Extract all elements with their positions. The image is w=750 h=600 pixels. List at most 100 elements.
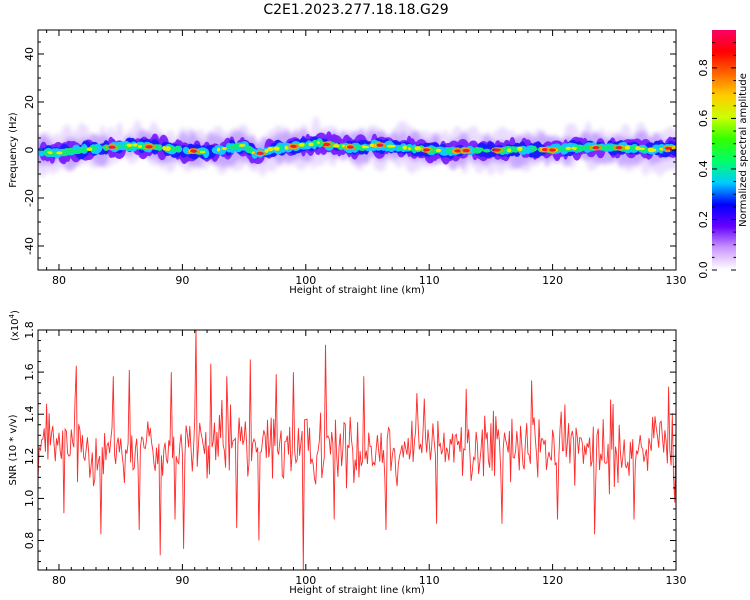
spectrogram-blob xyxy=(611,144,620,151)
spectrogram-peak-halo xyxy=(287,143,300,150)
snr-multiplier-exp: 4 xyxy=(8,313,16,318)
spectrogram-blob xyxy=(558,146,564,151)
spectrogram-blob xyxy=(164,147,171,151)
spectrogram-blob xyxy=(363,145,370,149)
x-tick-label: 130 xyxy=(666,274,687,287)
spectrogram-blob xyxy=(308,142,314,147)
spectrogram-blob xyxy=(483,148,491,153)
spectrogram-blob xyxy=(517,146,523,152)
y-tick-label: 0.8 xyxy=(23,532,36,550)
spectrogram-peak-halo xyxy=(613,144,626,151)
spectrogram-blob xyxy=(239,144,245,147)
y-tick-label: 20 xyxy=(23,95,36,109)
spectrogram-peak xyxy=(145,145,153,149)
spectrogram-blob xyxy=(227,145,236,149)
spectrogram-peak xyxy=(615,146,623,150)
spectrogram-panel: 80 90 100 110 120 130 -40 -20 0 20 40 Height of st… xyxy=(8,29,687,296)
colorbar-ticks: 0.0 0.2 0.4 0.6 0.8 xyxy=(697,42,736,279)
snr-series-line xyxy=(38,330,676,570)
spectrogram-blob xyxy=(126,143,133,147)
spectrogram-blob xyxy=(316,141,320,144)
spectrogram-blob xyxy=(604,146,611,151)
spectrogram-blob xyxy=(38,148,46,157)
spectrogram-blob xyxy=(402,145,408,150)
spectrogram-blob xyxy=(513,147,518,151)
spectrogram-blob xyxy=(216,147,221,152)
x-tick-label: 100 xyxy=(295,574,316,587)
y-tick-label: -20 xyxy=(23,189,36,207)
spectrogram-blob xyxy=(80,147,89,153)
spectrogram-peak xyxy=(592,146,600,150)
spectrogram-blob xyxy=(298,143,305,147)
y-tick-label: 1.0 xyxy=(23,490,36,508)
y-tick-label: 1.2 xyxy=(23,448,36,466)
spectrogram-blob xyxy=(477,147,484,152)
snr-ylabel: SNR (10 * v/v) xyxy=(8,414,19,485)
y-tick-label: 1.8 xyxy=(23,321,36,339)
y-tick-label: 1.4 xyxy=(23,405,36,423)
spectrogram-peak xyxy=(462,149,470,153)
spectrogram-peak-halo xyxy=(187,148,200,155)
spectrogram-blob xyxy=(624,145,631,150)
spectrogram-image xyxy=(38,116,676,177)
colorbar-tick-label: 0.4 xyxy=(697,160,710,178)
spectrogram-peak-halo xyxy=(106,144,118,151)
spectrogram-blob xyxy=(407,147,412,150)
snr-xlabel: Height of straight line (km) xyxy=(289,585,425,596)
spectrogram-blob xyxy=(71,148,81,154)
spectrogram-blob xyxy=(234,142,240,150)
y-tick-label: 1.6 xyxy=(23,363,36,381)
spectrogram-blob xyxy=(435,148,442,153)
spectrogram-peak-halo xyxy=(143,143,156,150)
spectrogram-blob xyxy=(273,146,278,151)
x-tick-label: 120 xyxy=(542,574,563,587)
snr-ticks: 80 90 100 110 120 130 0.8 1.0 1.2 1.4 1.6 1.8 xyxy=(23,321,687,587)
spectrogram-peak xyxy=(376,143,384,147)
spectrogram-peak-halo xyxy=(344,144,357,151)
spectrogram-blob xyxy=(333,144,340,148)
spectrogram-blob xyxy=(137,145,143,148)
spectrogram-blob xyxy=(199,150,206,154)
spectrogram-blob xyxy=(506,148,512,153)
snr-axes-frame xyxy=(37,329,677,571)
spectrogram-blob xyxy=(531,145,537,152)
x-tick-label: 110 xyxy=(419,574,440,587)
spectrogram-blob xyxy=(60,149,70,156)
x-tick-label: 100 xyxy=(295,274,316,287)
colorbar-tick-label: 0.2 xyxy=(697,211,710,229)
spectrogram-peak xyxy=(346,145,354,149)
snr-multiplier-base: (x10 xyxy=(10,318,21,341)
spectrogram-blob xyxy=(565,146,571,151)
y-tick-label: 0 xyxy=(23,147,36,154)
x-tick-label: 130 xyxy=(666,574,687,587)
colorbar-tick-label: 0.8 xyxy=(697,59,710,77)
y-tick-label: 40 xyxy=(23,47,36,61)
x-tick-label: 120 xyxy=(542,274,563,287)
spectrogram-blob xyxy=(56,151,63,155)
spectrogram-peak-halo xyxy=(420,146,433,153)
snr-panel: 80 90 100 110 120 130 0.8 1.0 1.2 1.4 1.6 1.8 Heigh… xyxy=(8,310,687,596)
spectrogram-blob xyxy=(396,146,404,151)
spectrogram-peak xyxy=(323,142,331,147)
spectrogram-peak xyxy=(190,149,197,153)
spectrogram-peak-halo xyxy=(254,150,267,157)
colorbar-gradient xyxy=(712,30,736,270)
spectrogram-peak xyxy=(493,148,501,152)
spectrogram-blob xyxy=(390,145,396,148)
spectrogram-blob xyxy=(629,146,637,150)
spectrogram-peak-halo xyxy=(373,142,386,149)
spectrogram-peak xyxy=(454,149,462,153)
colorbar-tick-label: 0.6 xyxy=(697,110,710,128)
spectrogram-blob xyxy=(174,145,181,152)
spectrogram-blob xyxy=(635,146,641,151)
x-tick-label: 80 xyxy=(52,274,66,287)
colorbar: 0.0 0.2 0.4 0.6 0.8 Normalized spectral ampl… xyxy=(697,30,749,279)
spectrogram-blob xyxy=(571,146,577,150)
spectrogram-blob xyxy=(577,145,586,151)
spectrogram-peak-halo xyxy=(491,147,504,153)
spectrogram-peak-halo xyxy=(662,145,675,152)
spectrogram-peak xyxy=(665,146,673,150)
x-tick-label: 90 xyxy=(175,274,189,287)
spectrogram-peak-halo xyxy=(589,144,602,151)
